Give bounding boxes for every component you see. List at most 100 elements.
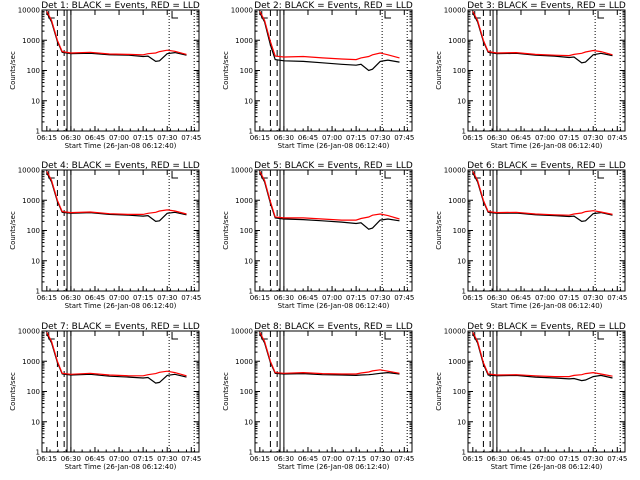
x-tick-label: 07:30: [157, 455, 177, 463]
y-axis-label: Counts/sec: [222, 211, 230, 250]
x-axis-label: Start Time (26-Jan-08 06:12:40): [278, 142, 390, 150]
y-tick-label: 1: [462, 449, 466, 457]
x-tick-label: 06:15: [463, 455, 483, 463]
x-tick-label: 06:45: [511, 134, 531, 142]
y-axis-label: Counts/sec: [435, 211, 443, 250]
x-tick-label: 06:45: [511, 294, 531, 302]
y-axis-label: Counts/sec: [222, 372, 230, 411]
panel-title: Det 2: BLACK = Events, RED = LLD: [254, 1, 413, 11]
y-tick-label: 1: [249, 288, 253, 296]
x-tick-label: 07:15: [346, 455, 366, 463]
x-tick-label: 07:00: [535, 134, 555, 142]
x-tick-label: 06:45: [298, 294, 318, 302]
x-axis-label: Start Time (26-Jan-08 06:12:40): [65, 463, 177, 471]
series-line-lld: [46, 11, 187, 56]
x-tick-label: 07:15: [346, 294, 366, 302]
y-tick-label: 100: [27, 227, 40, 235]
x-tick-label: 06:45: [298, 134, 318, 142]
y-tick-label: 10: [244, 97, 253, 105]
x-tick-label: 07:00: [322, 455, 342, 463]
y-tick-label: 100: [27, 388, 40, 396]
x-tick-label: 07:45: [607, 455, 627, 463]
panel-title: Det 7: BLACK = Events, RED = LLD: [41, 322, 200, 332]
bracket-marker-right: [171, 332, 179, 340]
y-axis-label: Counts/sec: [222, 51, 230, 90]
y-tick-label: 1000: [235, 197, 253, 205]
y-tick-label: 10000: [444, 167, 466, 175]
x-tick-label: 06:30: [61, 455, 81, 463]
x-tick-label: 06:15: [37, 134, 57, 142]
bracket-marker-left: [474, 332, 481, 340]
x-tick-label: 06:30: [61, 134, 81, 142]
panel-title: Det 4: BLACK = Events, RED = LLD: [41, 161, 200, 171]
y-tick-label: 1000: [22, 358, 40, 366]
x-tick-label: 07:00: [535, 455, 555, 463]
x-tick-label: 07:00: [109, 455, 129, 463]
x-tick-label: 07:15: [346, 134, 366, 142]
series-line-events: [259, 12, 400, 72]
x-tick-label: 07:00: [109, 294, 129, 302]
detector-panel-2: Det 2: BLACK = Events, RED = LLD 1 10 100 10…: [222, 1, 414, 150]
series-line-events: [259, 172, 400, 230]
detector-panel-6: Det 6: BLACK = Events, RED = LLD 1 10 100 10…: [435, 161, 627, 310]
x-tick-label: 06:15: [250, 455, 270, 463]
x-tick-label: 07:30: [583, 134, 603, 142]
plot-frame: [254, 169, 413, 292]
bracket-marker-right: [384, 332, 392, 340]
x-tick-label: 07:30: [157, 134, 177, 142]
x-tick-label: 07:30: [370, 134, 390, 142]
x-tick-label: 07:15: [559, 294, 579, 302]
x-tick-label: 06:30: [274, 455, 294, 463]
x-tick-label: 07:15: [133, 294, 153, 302]
plot-frame: [254, 330, 413, 453]
y-tick-label: 1000: [22, 197, 40, 205]
y-tick-label: 1000: [22, 37, 40, 45]
bracket-marker-left: [48, 11, 55, 19]
x-tick-label: 06:45: [85, 455, 105, 463]
x-axis-label: Start Time (26-Jan-08 06:12:40): [65, 142, 177, 150]
panel-title: Det 1: BLACK = Events, RED = LLD: [41, 1, 200, 11]
series-line-lld: [259, 171, 400, 221]
panel-title: Det 9: BLACK = Events, RED = LLD: [467, 322, 626, 332]
panel-title: Det 8: BLACK = Events, RED = LLD: [254, 322, 413, 332]
y-tick-label: 10000: [18, 167, 40, 175]
y-axis-label: Counts/sec: [9, 211, 17, 250]
y-tick-label: 10000: [444, 7, 466, 15]
bracket-marker-right: [597, 332, 605, 340]
plot-frame: [254, 9, 413, 132]
x-tick-label: 07:45: [607, 134, 627, 142]
y-tick-label: 10: [31, 97, 40, 105]
bracket-marker-right: [384, 171, 392, 179]
bracket-marker-right: [597, 171, 605, 179]
series-line-events: [259, 333, 400, 377]
x-tick-label: 07:30: [370, 294, 390, 302]
y-tick-label: 1: [462, 288, 466, 296]
detector-panel-4: Det 4: BLACK = Events, RED = LLD 1 10 100 10…: [9, 161, 201, 310]
y-tick-label: 10: [457, 418, 466, 426]
panel-title: Det 5: BLACK = Events, RED = LLD: [254, 161, 413, 171]
x-tick-label: 07:15: [559, 455, 579, 463]
y-tick-label: 100: [240, 388, 253, 396]
bracket-marker-right: [384, 11, 392, 19]
x-tick-label: 07:30: [583, 455, 603, 463]
y-tick-label: 100: [453, 67, 466, 75]
y-tick-label: 100: [240, 67, 253, 75]
series-line-lld: [472, 332, 613, 378]
bracket-marker-left: [474, 171, 481, 179]
bracket-marker-right: [171, 11, 179, 19]
y-tick-label: 100: [453, 227, 466, 235]
y-tick-label: 10000: [444, 328, 466, 336]
x-tick-label: 06:30: [274, 294, 294, 302]
x-tick-label: 07:45: [394, 294, 414, 302]
x-axis-label: Start Time (26-Jan-08 06:12:40): [491, 142, 603, 150]
bracket-marker-left: [474, 11, 481, 19]
y-tick-label: 10: [31, 418, 40, 426]
y-tick-label: 1: [36, 288, 40, 296]
detector-panel-9: Det 9: BLACK = Events, RED = LLD 1 10 100 10…: [435, 322, 627, 471]
bracket-marker-left: [48, 171, 55, 179]
series-line-lld: [472, 171, 613, 216]
series-line-events: [472, 12, 613, 64]
y-tick-label: 1: [36, 449, 40, 457]
x-tick-label: 07:00: [322, 134, 342, 142]
